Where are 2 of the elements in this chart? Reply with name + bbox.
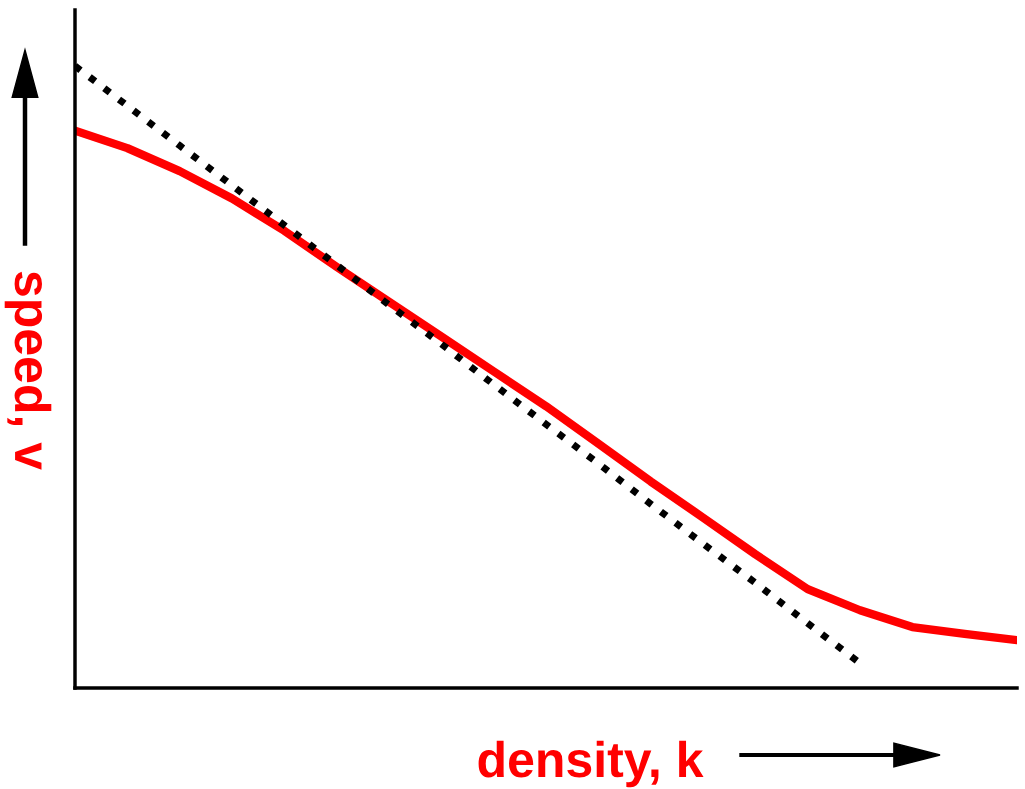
x-axis-title: density, k [478,740,704,788]
y-axis-title: speed, v [4,271,52,470]
